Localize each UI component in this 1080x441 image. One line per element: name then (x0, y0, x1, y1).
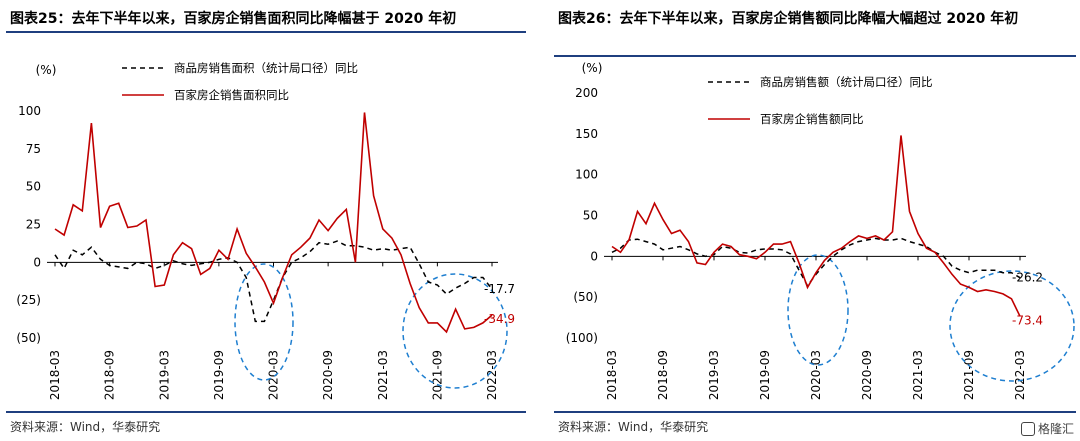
figure-title: 图表26：去年下半年以来，百家房企销售额同比降幅大幅超过 2020 年初 (558, 11, 1019, 27)
y-unit-label: (%) (582, 61, 603, 75)
y-tick-label: 100 (575, 168, 598, 182)
y-unit-label: (%) (36, 63, 57, 77)
title-rule (6, 31, 526, 33)
series-line-top100 (54, 112, 493, 334)
legend-label: 百家房企销售额同比 (760, 112, 864, 126)
x-tick-label: 2020-03 (809, 350, 823, 400)
chart-panel-left: 图表25：去年下半年以来，百家房企销售面积同比降幅甚于 2020 年初 (%) 1… (0, 0, 530, 441)
y-tick-label: (50) (16, 331, 41, 345)
source-note: 资料来源：Wind，华泰研究 (558, 420, 709, 434)
title-rule (554, 55, 1076, 57)
highlight-circle (402, 273, 508, 389)
series-line-national (54, 240, 493, 323)
x-tick-label: 2020-09 (321, 350, 335, 400)
y-tick-label: 50 (583, 209, 598, 223)
x-tick-label: 2019-03 (157, 350, 171, 400)
x-tick-label: 2022-03 (1013, 350, 1027, 400)
x-tick-label: 2020-09 (860, 350, 874, 400)
x-tick-label: 2018-03 (48, 350, 62, 400)
watermark: 格隆汇 (1020, 420, 1074, 437)
figure-title: 图表25：去年下半年以来，百家房企销售面积同比降幅甚于 2020 年初 (10, 11, 457, 27)
y-tick-label: (100) (566, 331, 598, 345)
y-tick-label: 75 (26, 142, 41, 156)
highlight-circle (787, 254, 849, 366)
x-tick-label: 2021-09 (962, 350, 976, 400)
x-tick-label: 2020-03 (267, 350, 281, 400)
watermark-text: 格隆汇 (1037, 422, 1074, 436)
source-note: 资料来源：Wind，华泰研究 (10, 420, 161, 434)
y-tick-label: 200 (575, 86, 598, 100)
highlight-circle (949, 270, 1075, 382)
watermark-logo-icon (1020, 421, 1035, 436)
source-rule (554, 411, 1076, 413)
legend-label: 商品房销售面积（统计局口径）同比 (174, 61, 358, 75)
series-line-national (611, 237, 1021, 288)
y-tick-label: 25 (26, 218, 41, 232)
legend-label: 商品房销售额（统计局口径）同比 (760, 75, 933, 89)
x-tick-label: 2021-03 (376, 350, 390, 400)
highlight-circle (234, 263, 294, 381)
source-rule (6, 411, 526, 413)
x-tick-label: 2019-09 (758, 350, 772, 400)
x-tick-label: 2022-03 (485, 350, 499, 400)
x-tick-label: 2018-03 (605, 350, 619, 400)
y-tick-label: (25) (16, 293, 41, 307)
series-end-label: -34.9 (484, 312, 515, 326)
x-tick-label: 2021-03 (911, 350, 925, 400)
chart-panel-right: 图表26：去年下半年以来，百家房企销售额同比降幅大幅超过 2020 年初 (%)… (548, 0, 1080, 441)
y-tick-label: 50 (26, 180, 41, 194)
x-tick-label: 2018-09 (656, 350, 670, 400)
legend-label: 百家房企销售面积同比 (174, 88, 289, 102)
chart-area-left: (%) 100 75 50 25 0 (25) (50) 2018-03 2018-09 2019-… (16, 61, 515, 400)
x-tick-label: 2021-09 (430, 350, 444, 400)
x-tick-label: 2019-03 (707, 350, 721, 400)
y-tick-label: 0 (33, 255, 41, 269)
y-tick-label: (50) (573, 290, 598, 304)
series-end-label: -17.7 (484, 282, 515, 296)
x-tick-label: 2019-09 (212, 350, 226, 400)
series-end-label: -73.4 (1012, 313, 1043, 327)
y-tick-label: 100 (18, 104, 41, 118)
y-tick-label: 0 (590, 249, 598, 263)
chart-area-right: (%) 200 150 100 50 0 (50) (100) 2018-03 2018-09 20… (566, 61, 1075, 400)
x-tick-label: 2018-09 (103, 350, 117, 400)
y-tick-label: 150 (575, 127, 598, 141)
series-end-label: -26.2 (1012, 271, 1043, 285)
series-line-top100 (611, 135, 1021, 317)
